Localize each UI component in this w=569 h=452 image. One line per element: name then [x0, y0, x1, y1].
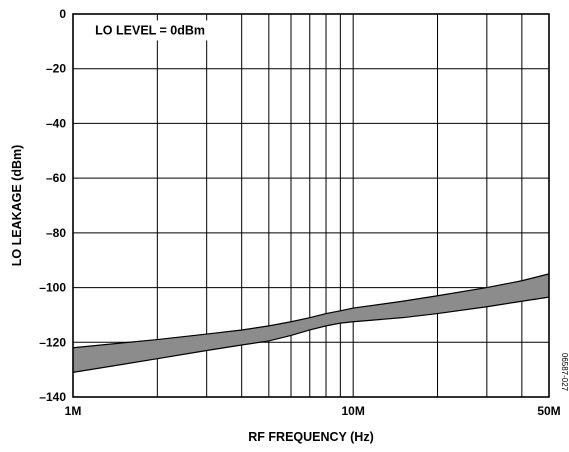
- y-tick-label: –80: [46, 226, 66, 240]
- series-upper-line: [72, 273, 550, 349]
- annotation-lo-level: LO LEVEL = 0dBm: [95, 23, 205, 37]
- y-tick-label: 0: [59, 7, 66, 21]
- figure-id: 06587-027: [560, 353, 569, 392]
- y-tick-label: –100: [39, 281, 66, 295]
- grid-lines: [72, 13, 550, 398]
- y-tick-labels: 0 –20 –40 –60 –80 –100 –120 –140: [39, 7, 66, 404]
- annotation-box: LO LEVEL = 0dBm: [91, 20, 210, 41]
- x-tick-label: 50M: [537, 404, 560, 418]
- y-axis-title: LO LEAKAGE (dBm): [10, 145, 24, 267]
- y-tick-label: –20: [46, 62, 66, 76]
- y-tick-label: –40: [46, 116, 66, 130]
- y-tick-label: –120: [39, 335, 66, 349]
- annotation-background: [91, 20, 210, 41]
- y-tick-label: –60: [46, 171, 66, 185]
- x-tick-label: 1M: [65, 404, 82, 418]
- series-lower-line: [72, 296, 550, 373]
- x-tick-labels: 1M 10M 50M: [65, 404, 561, 418]
- x-axis-title: RF FREQUENCY (Hz): [248, 430, 373, 444]
- leakage-band-fill: [73, 273, 549, 373]
- leakage-band: [72, 273, 550, 373]
- plot-frame: [72, 13, 550, 398]
- x-tick-label: 10M: [341, 404, 364, 418]
- y-tick-label: –140: [39, 390, 66, 404]
